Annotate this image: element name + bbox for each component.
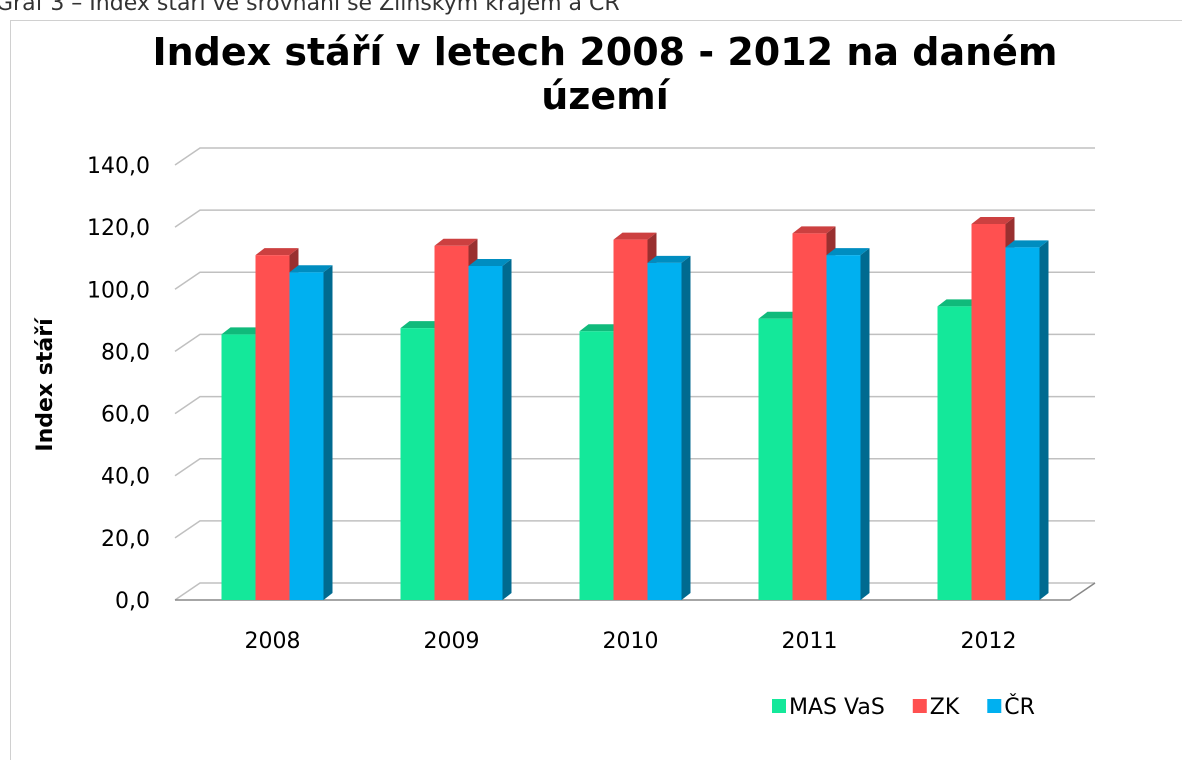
legend-swatch xyxy=(912,699,927,713)
y-tick-label: 20,0 xyxy=(101,527,150,552)
bar-face xyxy=(647,262,682,600)
bar-face xyxy=(1005,240,1049,248)
bar xyxy=(1005,240,1049,600)
y-tick-label: 140,0 xyxy=(87,154,150,179)
bar-face xyxy=(681,255,691,600)
bar-face xyxy=(579,324,623,332)
legend-swatch xyxy=(987,699,1002,713)
bar-face xyxy=(255,248,299,256)
x-tick-label: 2010 xyxy=(603,629,659,654)
caption: Graf 3 – Index stáří ve srovnání se Zlín… xyxy=(0,0,620,16)
bar-face xyxy=(400,321,444,329)
bar-face xyxy=(502,258,512,600)
x-tick-label: 2012 xyxy=(961,629,1017,654)
bar-face xyxy=(613,232,657,240)
bar-face xyxy=(647,255,691,263)
bar-face xyxy=(758,318,793,600)
bar-face xyxy=(937,306,972,600)
bar-face xyxy=(826,248,870,256)
bar-face xyxy=(1039,240,1049,600)
bar-face xyxy=(792,233,827,600)
chart-frame xyxy=(10,20,1182,760)
x-tick-label: 2009 xyxy=(424,629,480,654)
bar-face xyxy=(826,255,861,600)
y-axis-label: Index stáří xyxy=(33,317,58,452)
legend-label: ZK xyxy=(930,695,960,720)
y-tick-label: 60,0 xyxy=(101,403,150,428)
bar xyxy=(289,265,333,600)
bar-face xyxy=(971,217,1015,225)
grid-line xyxy=(174,209,1095,228)
bar-face xyxy=(1005,247,1040,600)
bar-face xyxy=(613,239,648,601)
bar-face xyxy=(400,328,435,600)
bar-face xyxy=(758,311,802,319)
bar-face xyxy=(255,255,290,600)
bar-face xyxy=(323,265,333,600)
bar-face xyxy=(468,258,512,266)
y-tick-label: 40,0 xyxy=(101,465,150,490)
bar-face xyxy=(579,331,614,600)
bar-face xyxy=(289,272,324,600)
bar-face xyxy=(971,224,1006,601)
bar-face xyxy=(434,245,469,601)
x-tick-label: 2008 xyxy=(245,629,301,654)
bar-face xyxy=(937,299,981,307)
x-tick-label: 2011 xyxy=(782,629,838,654)
bar-face xyxy=(792,226,836,234)
bar-face xyxy=(434,238,478,246)
y-tick-label: 120,0 xyxy=(87,216,150,241)
y-tick-label: 100,0 xyxy=(87,278,150,303)
bar-face xyxy=(221,327,265,335)
legend-label: MAS VaS xyxy=(789,695,885,720)
grid-line xyxy=(174,147,1095,166)
bar-face xyxy=(860,248,870,600)
legend-label: ČR xyxy=(1004,694,1035,720)
bar xyxy=(647,255,691,600)
bar-face xyxy=(221,334,256,600)
legend-swatch xyxy=(772,699,786,713)
bar xyxy=(468,258,512,600)
y-tick-label: 0,0 xyxy=(115,589,150,614)
bar-face xyxy=(289,265,333,273)
bar xyxy=(826,248,870,600)
chart-title: Index stáří v letech 2008 - 2012 na dané… xyxy=(152,30,1058,118)
bar-face xyxy=(468,265,503,600)
y-tick-label: 80,0 xyxy=(101,340,150,365)
